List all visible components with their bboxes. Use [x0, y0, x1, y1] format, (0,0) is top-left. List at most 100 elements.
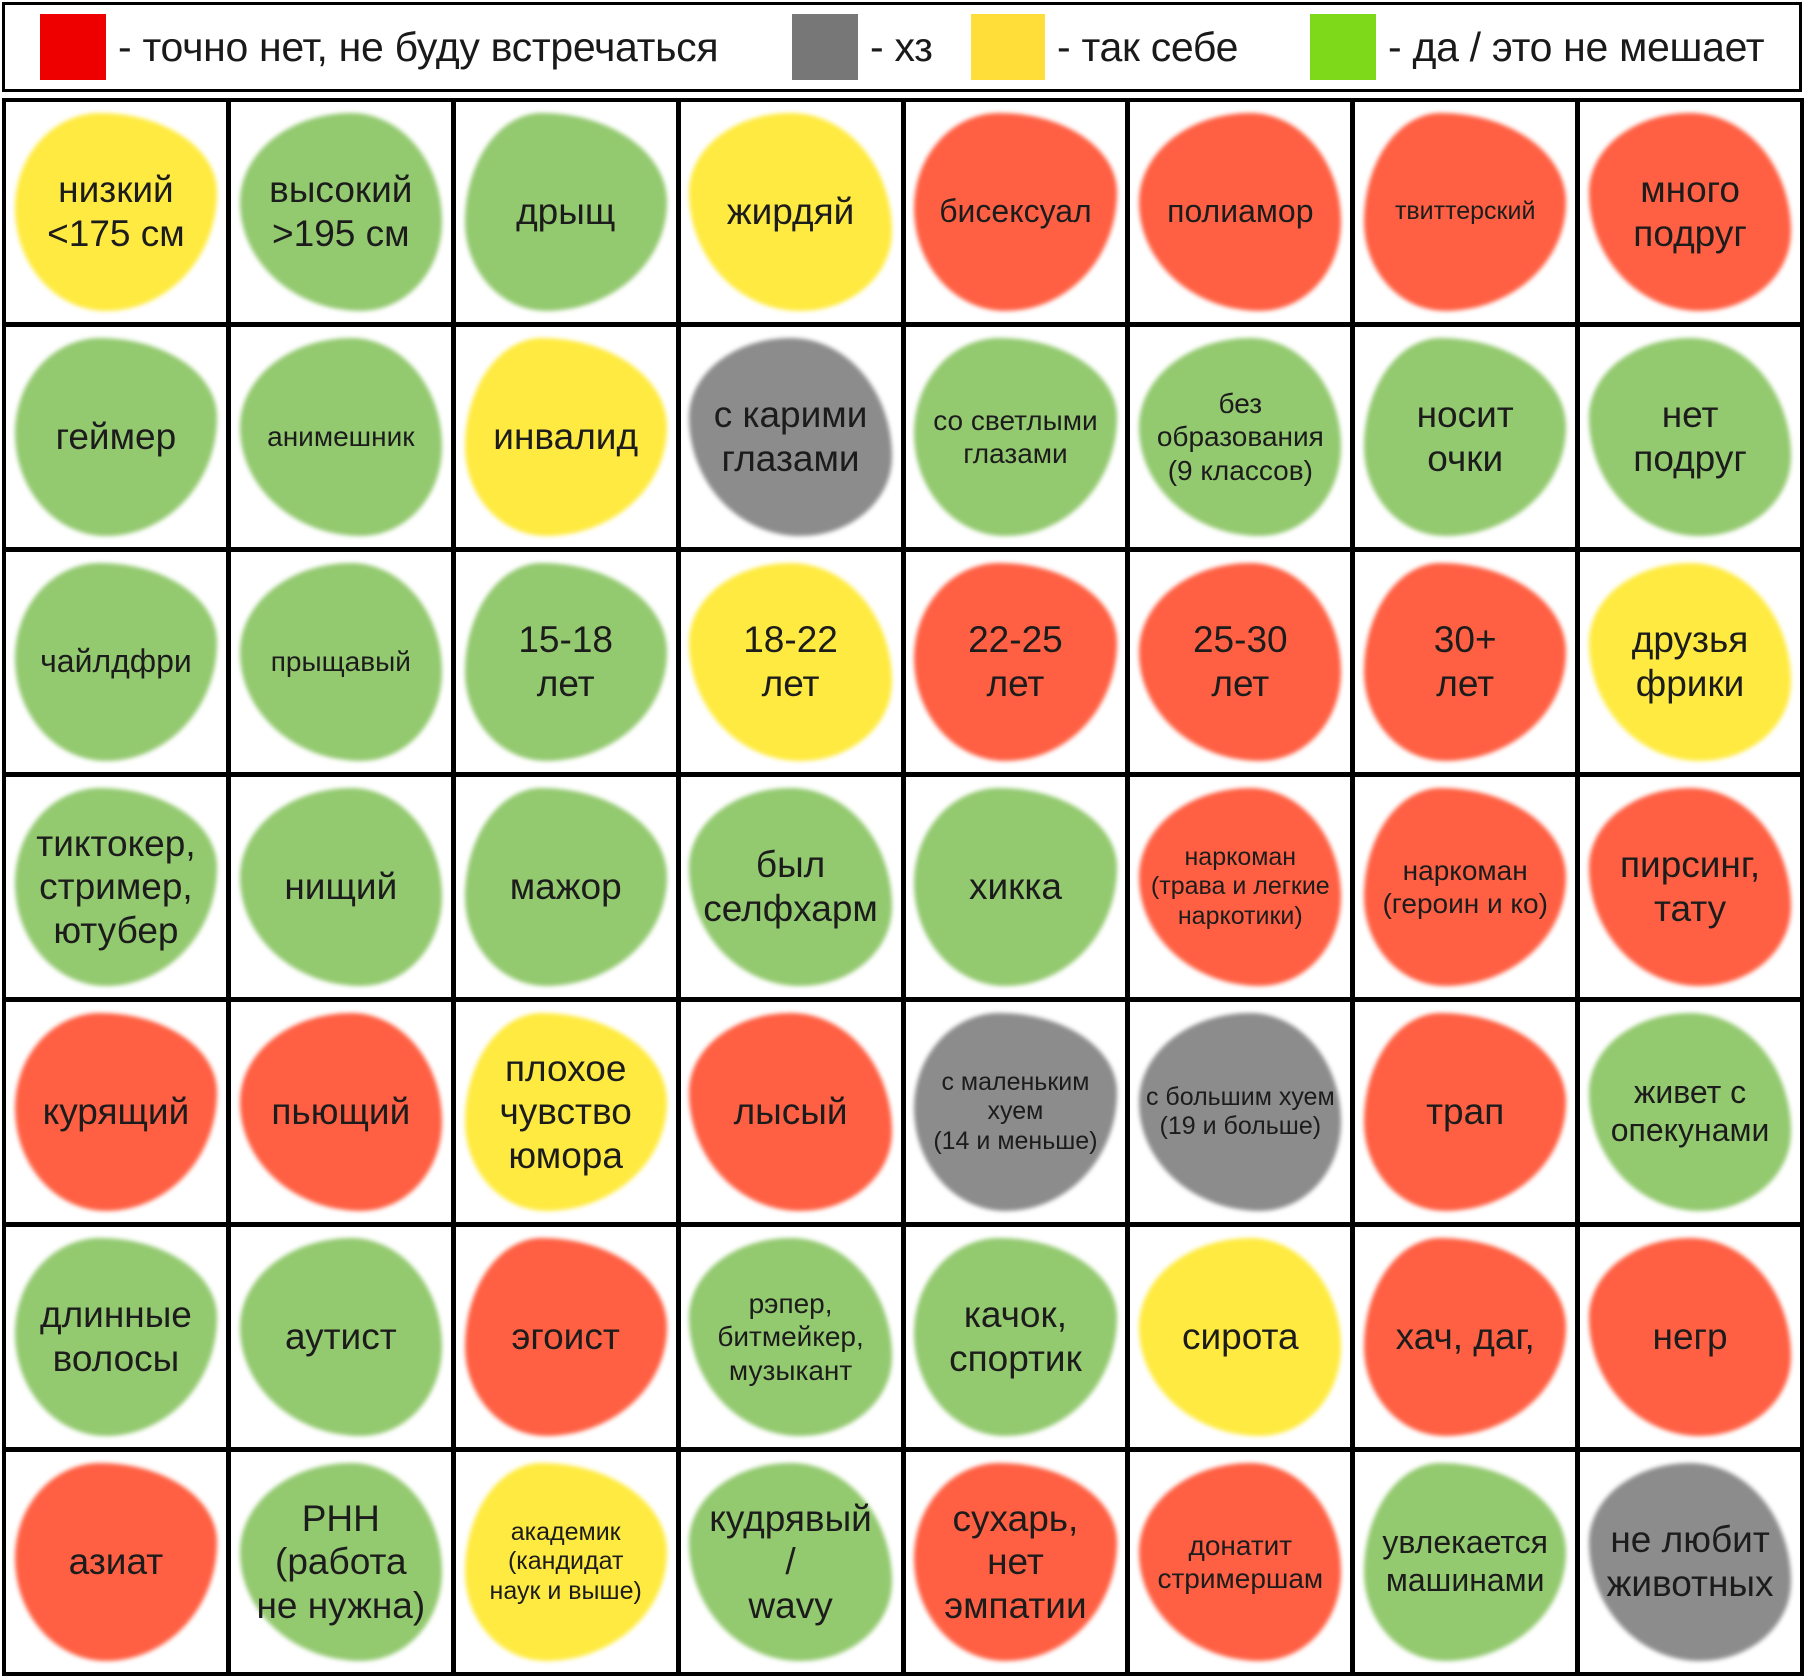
legend-swatch-gray	[792, 14, 858, 80]
grid-cell: высокий >195 см	[230, 102, 451, 322]
cell-label: 25-30 лет	[1192, 619, 1288, 704]
cell-label: анимешник	[267, 421, 415, 453]
grid-cell: плохое чувство юмора	[455, 1002, 676, 1222]
grid-cell: геймер	[6, 327, 226, 547]
legend-item-green: - да / это не мешает	[1310, 5, 1765, 89]
cell-label: пьющий	[271, 1091, 411, 1133]
color-mark-yellow	[689, 563, 892, 761]
cell-label: длинные волосы	[39, 1294, 192, 1379]
cell-label: негр	[1652, 1316, 1728, 1358]
cell-label: донатит стримершам	[1157, 1529, 1324, 1594]
cell-label: с карими глазами	[713, 394, 868, 479]
grid-cell: бисексуал	[905, 102, 1126, 322]
cell-label: хач, даг,	[1395, 1316, 1535, 1358]
cell-label: качок, спортик	[949, 1294, 1082, 1379]
cell-label: пирсинг, тату	[1619, 844, 1761, 929]
legend-item-yellow: - так себе	[971, 5, 1238, 89]
grid-cell: друзья фрики	[1580, 552, 1800, 772]
cell-label: с маленьким хуем (14 и меньше)	[933, 1067, 1098, 1155]
grid-cell: инвалид	[455, 327, 676, 547]
color-mark-green	[239, 563, 442, 761]
cell-label: наркоман (героин и ко)	[1382, 854, 1548, 919]
legend-swatch-red	[40, 14, 106, 80]
color-mark-green	[1139, 338, 1342, 536]
legend-label-red: - точно нет, не буду встречаться	[118, 23, 719, 70]
grid-cell: жирдяй	[680, 102, 901, 322]
cell-label: наркоман (трава и легкие наркотики)	[1150, 842, 1330, 930]
color-mark-green	[239, 1463, 442, 1661]
cell-label: хикка	[968, 866, 1062, 908]
grid-cell: с маленьким хуем (14 и меньше)	[905, 1002, 1126, 1222]
cell-label: высокий >195 см	[269, 169, 413, 254]
grid-cell: без образования (9 классов)	[1130, 327, 1351, 547]
grid-cell: негр	[1580, 1227, 1800, 1447]
legend-label-gray: - хз	[870, 23, 933, 70]
grid-cell: РНН (работа не нужна)	[230, 1452, 451, 1672]
grid-cell: хикка	[905, 777, 1126, 997]
cell-label: 18-22 лет	[743, 619, 838, 704]
grid-cell: пьющий	[230, 1002, 451, 1222]
grid-cell: пирсинг, тату	[1580, 777, 1800, 997]
cell-label: жирдяй	[726, 191, 855, 233]
grid-cell: чайлдфри	[6, 552, 226, 772]
grid-cell: мажор	[455, 777, 676, 997]
grid-cell: качок, спортик	[905, 1227, 1126, 1447]
cell-label: инвалид	[493, 416, 639, 458]
color-mark-red	[1139, 563, 1342, 761]
cell-label: аутист	[284, 1316, 397, 1358]
color-mark-gray	[1139, 1013, 1342, 1211]
grid-cell: со светлыми глазами	[905, 327, 1126, 547]
grid-cell: живет с опекунами	[1580, 1002, 1800, 1222]
grid-cell: донатит стримершам	[1130, 1452, 1351, 1672]
color-mark-red	[1139, 113, 1342, 311]
color-mark-green	[239, 113, 442, 311]
color-mark-red	[1588, 1238, 1792, 1436]
color-mark-green	[1588, 1013, 1792, 1211]
cell-label: носит очки	[1416, 394, 1514, 479]
cell-label: тиктокер, стример, ютубер	[36, 822, 196, 951]
color-mark-red	[1139, 788, 1342, 986]
grid-cell: полиамор	[1130, 102, 1351, 322]
cell-label: живет с опекунами	[1610, 1074, 1770, 1148]
cell-label: 30+ лет	[1433, 619, 1497, 704]
color-mark-yellow	[1139, 1238, 1342, 1436]
legend-item-red: - точно нет, не буду встречаться	[40, 5, 719, 89]
grid-cell: 25-30 лет	[1130, 552, 1351, 772]
grid-cell: сирота	[1130, 1227, 1351, 1447]
cell-label: без образования (9 классов)	[1156, 388, 1324, 486]
legend-swatch-yellow	[971, 14, 1045, 80]
cell-label: курящий	[42, 1091, 190, 1133]
grid-cell: низкий <175 см	[6, 102, 226, 322]
color-mark-green	[239, 1238, 442, 1436]
grid-cell: нищий	[230, 777, 451, 997]
grid-cell: рэпер, битмейкер, музыкант	[680, 1227, 901, 1447]
grid-cell: 18-22 лет	[680, 552, 901, 772]
grid-cell: хач, даг,	[1355, 1227, 1576, 1447]
legend-swatch-green	[1310, 14, 1376, 80]
cell-label: увлекается машинами	[1382, 1524, 1548, 1598]
cell-label: твиттерский	[1394, 197, 1536, 226]
grid-cell: 15-18 лет	[455, 552, 676, 772]
grid-cell: сухарь, нет эмпатии	[905, 1452, 1126, 1672]
cell-label: рэпер, битмейкер, музыкант	[717, 1288, 864, 1386]
grid-cell: с карими глазами	[680, 327, 901, 547]
color-mark-gray	[1588, 1463, 1792, 1661]
cell-label: чайлдфри	[40, 643, 192, 680]
color-mark-green	[1588, 338, 1792, 536]
cell-label: с большим хуем (19 и больше)	[1145, 1082, 1335, 1141]
cell-label: академик (кандидат наук и выше)	[489, 1517, 642, 1605]
grid-cell: тиктокер, стример, ютубер	[6, 777, 226, 997]
cell-label: со светлыми глазами	[933, 404, 1098, 469]
grid-cell: наркоман (трава и легкие наркотики)	[1130, 777, 1351, 997]
grid-cell: много подруг	[1580, 102, 1800, 322]
color-mark-red	[689, 1013, 892, 1211]
grid-cell: азиат	[6, 1452, 226, 1672]
cell-label: бисексуал	[939, 193, 1092, 230]
cell-label: РНН (работа не нужна)	[256, 1497, 426, 1626]
grid-cell: был селфхарм	[680, 777, 901, 997]
cell-label: полиамор	[1167, 193, 1314, 230]
legend-item-gray: - хз	[792, 5, 933, 89]
grid-cell: дрыщ	[455, 102, 676, 322]
grid-cell: академик (кандидат наук и выше)	[455, 1452, 676, 1672]
grid-cell: длинные волосы	[6, 1227, 226, 1447]
